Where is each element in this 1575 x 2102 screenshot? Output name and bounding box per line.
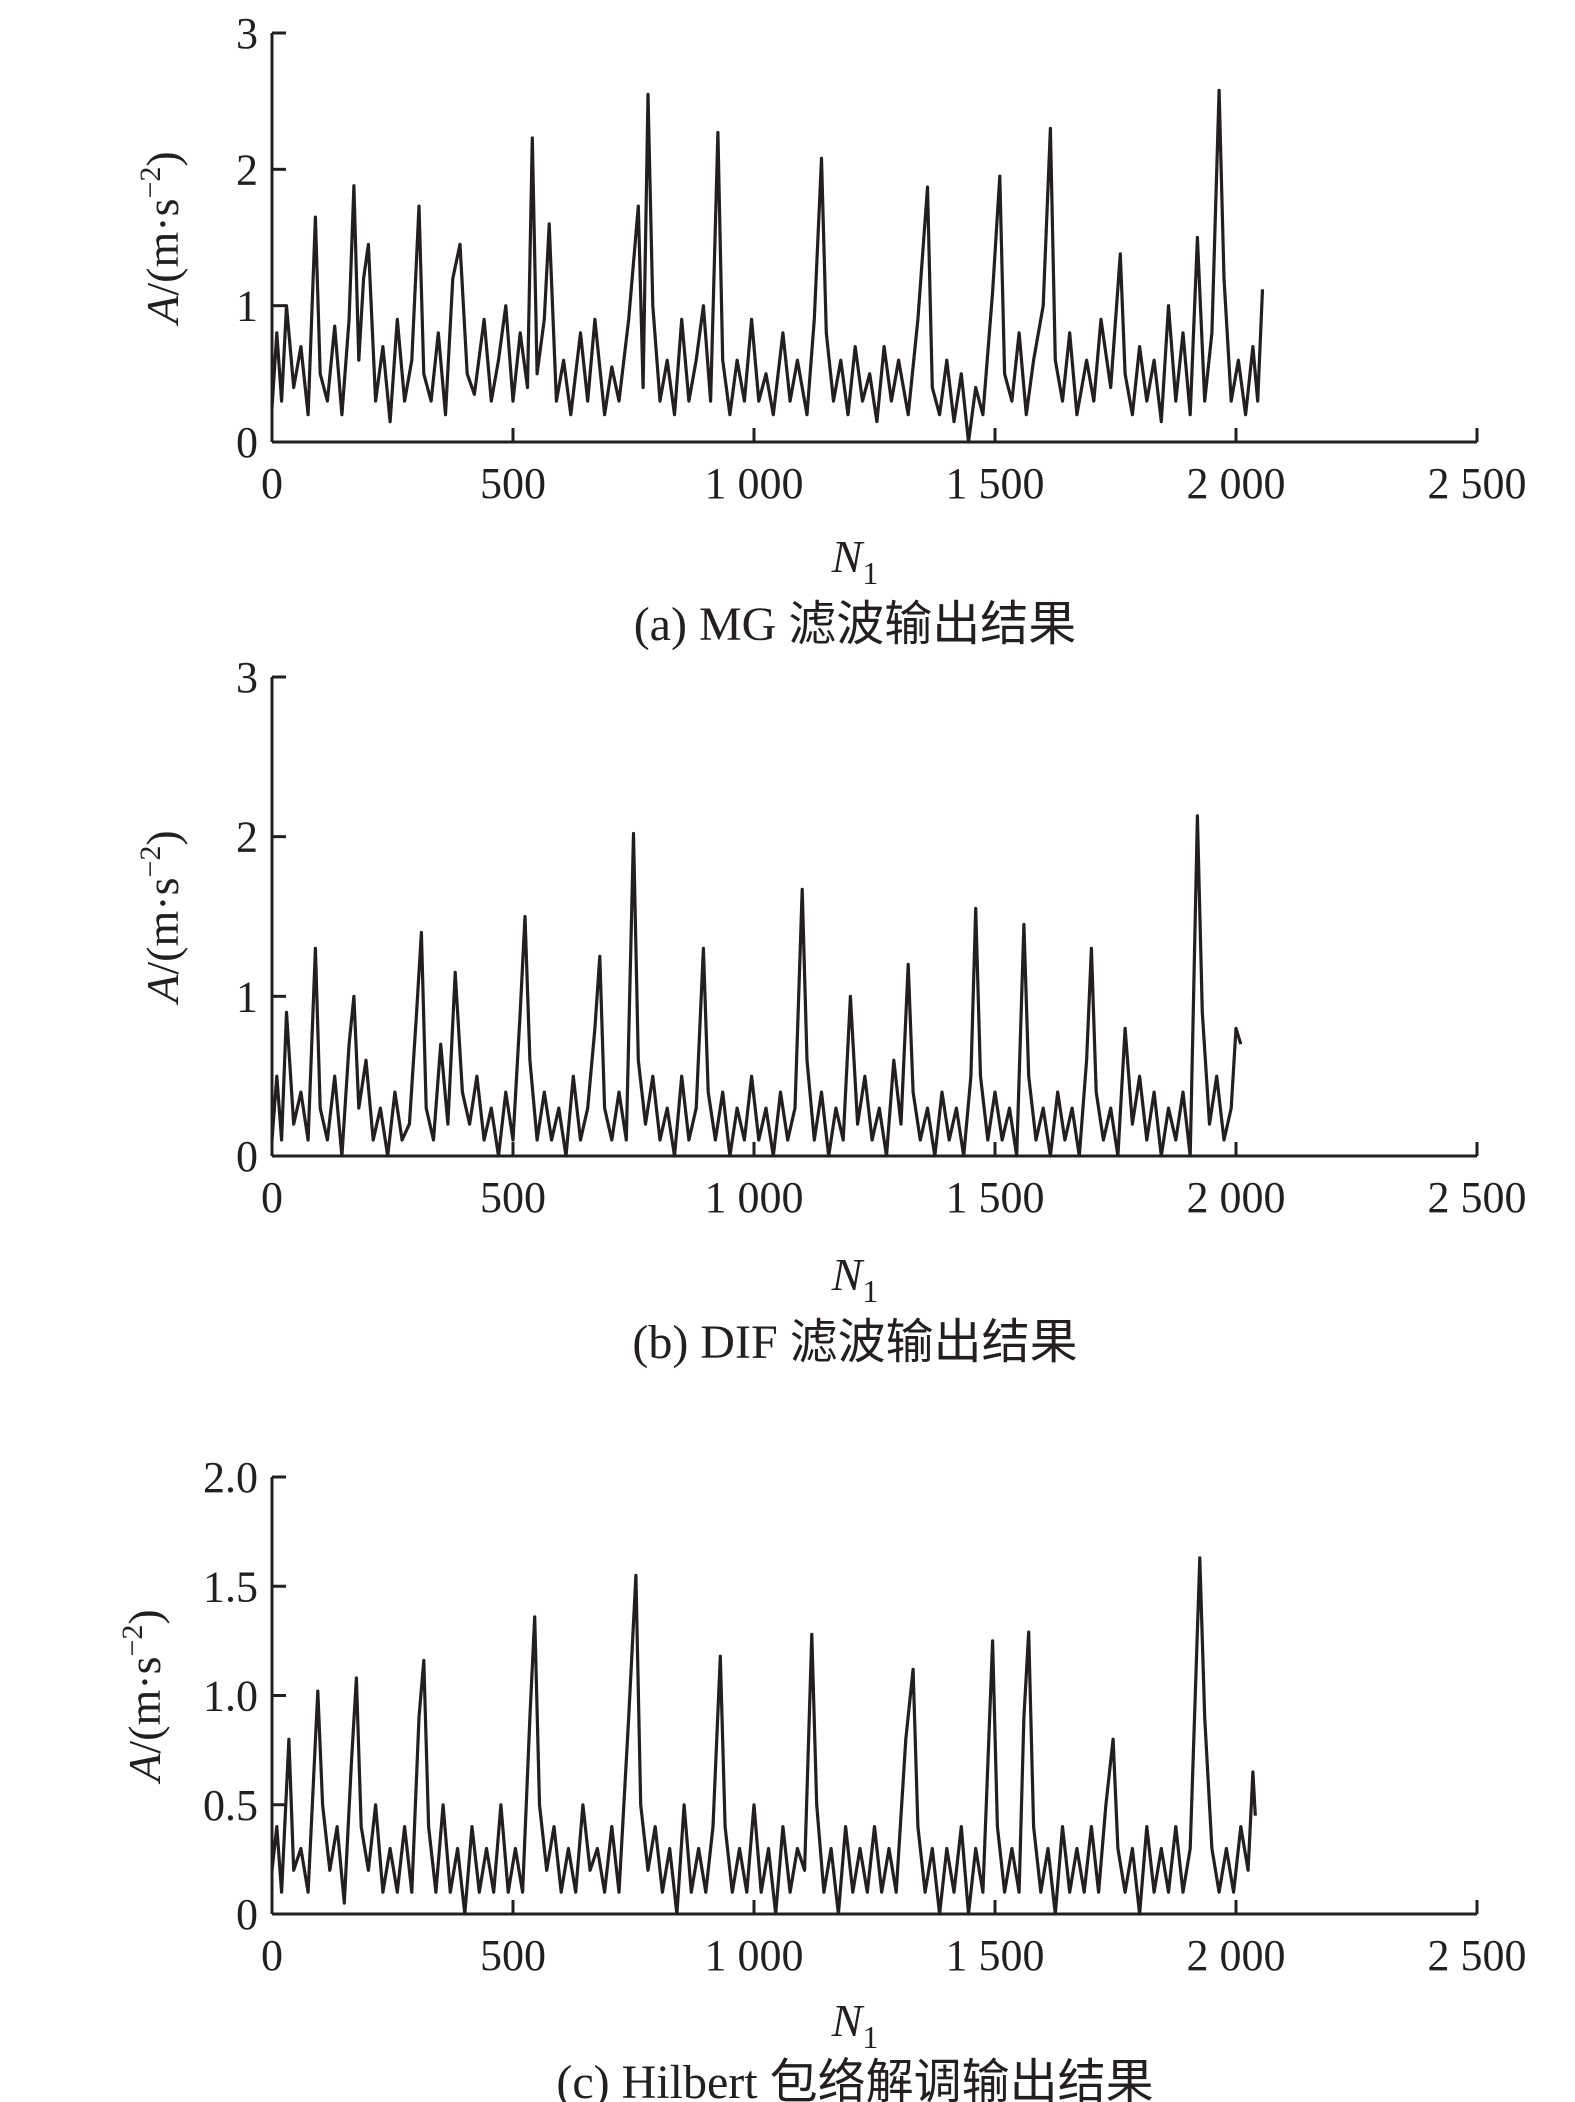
caption-b: (b) DIF 滤波输出结果	[632, 1316, 1077, 1369]
x-tick-label-a: 0	[261, 459, 283, 508]
series-line-b	[270, 814, 1243, 1158]
y-tick-label-c: 0.5	[203, 1781, 258, 1830]
x-tick-label-b: 1 000	[705, 1173, 804, 1222]
x-tick-label-c: 2 000	[1187, 1931, 1286, 1980]
x-tick-label-b: 1 500	[946, 1173, 1045, 1222]
axes-b: 0 1 2 3 0 500 1 000 1 500 2 000 2 500	[236, 653, 1527, 1222]
y-axis-title-a: A/(m·s−2)	[134, 151, 188, 326]
chart-panel-c: 0 0.5 1.0 1.5 2.0 0 500 1 000 1 500 2 000 2 500 A/…	[116, 1453, 1527, 2102]
x-tick-label-c: 1 000	[705, 1931, 804, 1980]
caption-c: (c) Hilbert 包络解调输出结果	[556, 2056, 1153, 2102]
x-tick-label-b: 2 500	[1428, 1173, 1527, 1222]
y-tick-label-b: 0	[236, 1132, 258, 1181]
x-tick-label-b: 500	[480, 1173, 546, 1222]
x-tick-label-a: 2 500	[1428, 459, 1527, 508]
x-tick-label-b: 0	[261, 1173, 283, 1222]
y-tick-label-a: 1	[236, 282, 258, 331]
x-tick-label-c: 500	[480, 1931, 546, 1980]
x-axis-title-c: N1	[831, 1995, 879, 2055]
y-axis-title-b: A/(m·s−2)	[134, 830, 188, 1005]
chart-panel-a: 0 1 2 3 0 500 1 000 1 500 2 000 2 500 A/(m·s−2) N…	[134, 9, 1527, 651]
y-tick-label-a: 0	[236, 418, 258, 467]
y-tick-label-b: 1	[236, 972, 258, 1021]
y-axis-title-c: A/(m·s−2)	[116, 1609, 170, 1784]
y-tick-label-a: 3	[236, 9, 258, 58]
x-tick-label-b: 2 000	[1187, 1173, 1286, 1222]
y-tick-label-b: 2	[236, 813, 258, 862]
caption-a: (a) MG 滤波输出结果	[634, 598, 1077, 651]
x-tick-label-a: 1 500	[946, 459, 1045, 508]
y-tick-label-c: 1.5	[203, 1562, 258, 1611]
x-tick-label-c: 0	[261, 1931, 283, 1980]
chart-panel-b: 0 1 2 3 0 500 1 000 1 500 2 000 2 500 A/(m·s−2) N…	[134, 653, 1527, 1369]
x-tick-label-a: 500	[480, 459, 546, 508]
axes-a: 0 1 2 3 0 500 1 000 1 500 2 000 2 500	[236, 9, 1527, 508]
y-tick-label-b: 3	[236, 653, 258, 702]
x-tick-label-a: 2 000	[1187, 459, 1286, 508]
x-axis-title-a: N1	[831, 531, 879, 591]
x-tick-label-c: 1 500	[946, 1931, 1045, 1980]
y-tick-label-a: 2	[236, 145, 258, 194]
y-tick-label-c: 0	[236, 1890, 258, 1939]
y-tick-label-c: 2.0	[203, 1453, 258, 1502]
axes-c: 0 0.5 1.0 1.5 2.0 0 500 1 000 1 500 2 000 2 500	[203, 1453, 1527, 1980]
series-line-c	[270, 1556, 1257, 1916]
x-axis-title-b: N1	[831, 1249, 879, 1309]
x-tick-label-a: 1 000	[705, 459, 804, 508]
x-tick-label-c: 2 500	[1428, 1931, 1527, 1980]
series-line-a	[270, 88, 1265, 444]
y-tick-label-c: 1.0	[203, 1672, 258, 1721]
